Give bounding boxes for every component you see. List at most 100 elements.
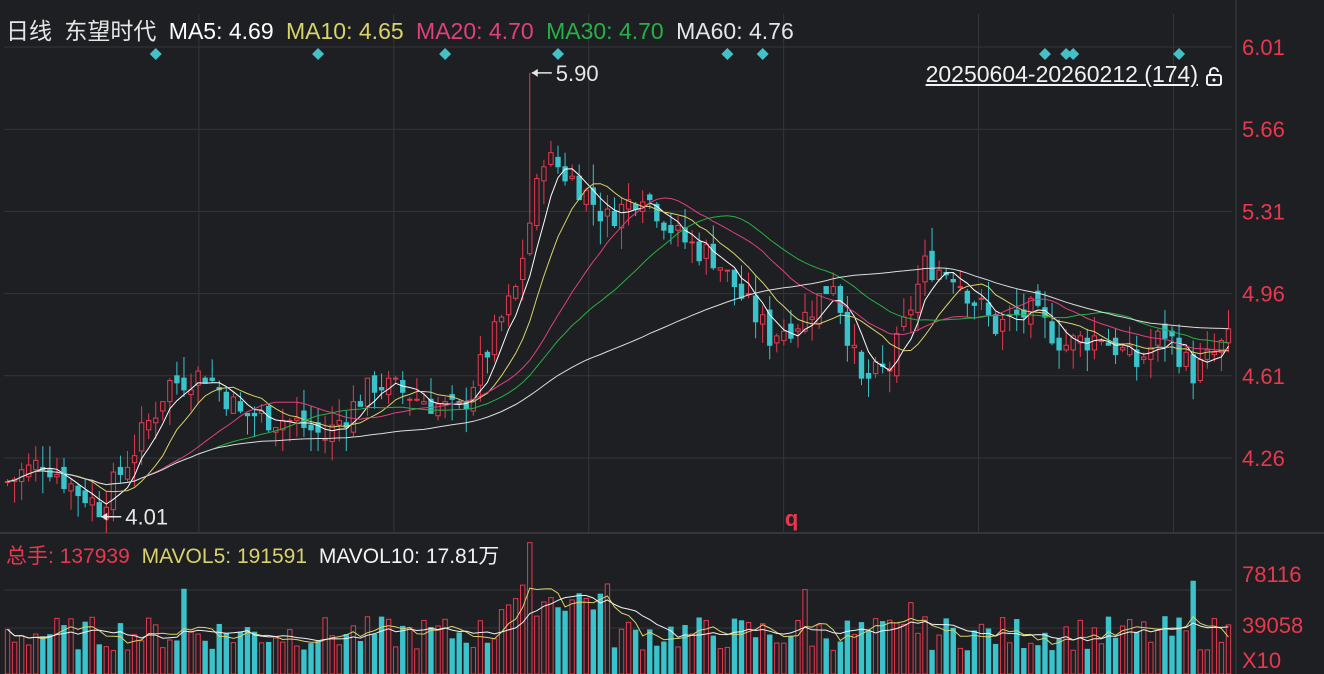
candle-body[interactable]	[654, 203, 660, 222]
candle-body[interactable]	[244, 412, 251, 417]
volume-bar[interactable]	[1134, 631, 1140, 674]
volume-bar[interactable]	[237, 631, 244, 674]
volume-bar[interactable]	[301, 649, 307, 674]
volume-bar[interactable]	[68, 618, 74, 674]
volume-bar[interactable]	[1105, 616, 1112, 674]
candle-body[interactable]	[463, 401, 469, 410]
volume-bar[interactable]	[767, 634, 773, 674]
volume-bar[interactable]	[724, 646, 731, 674]
candle-body[interactable]	[774, 335, 780, 344]
signal-diamond-icon[interactable]	[721, 48, 734, 60]
signal-diamond-icon[interactable]	[439, 48, 452, 60]
candle-body[interactable]	[978, 297, 985, 300]
volume-bar[interactable]	[393, 646, 399, 674]
candle-body[interactable]	[393, 377, 399, 380]
volume-bar[interactable]	[407, 627, 413, 674]
volume-bar[interactable]	[1225, 624, 1232, 674]
candle-body[interactable]	[336, 419, 342, 426]
volume-bar[interactable]	[230, 642, 237, 674]
volume-bar[interactable]	[640, 649, 646, 674]
date-range-label[interactable]: 20250604-20260212 (174)	[925, 61, 1198, 87]
volume-bar[interactable]	[774, 642, 780, 674]
candle-body[interactable]	[675, 224, 681, 231]
volume-bar[interactable]	[597, 593, 604, 674]
volume-bar[interactable]	[1014, 619, 1020, 674]
volume-bar[interactable]	[661, 641, 667, 674]
signal-diamond-icon[interactable]	[1067, 48, 1080, 60]
volume-bar[interactable]	[583, 598, 589, 674]
volume-bar[interactable]	[265, 641, 272, 674]
candle-body[interactable]	[957, 286, 963, 289]
candle-body[interactable]	[385, 377, 392, 396]
volume-bar[interactable]	[618, 628, 625, 674]
candle-body[interactable]	[717, 267, 724, 271]
candle-body[interactable]	[541, 166, 547, 182]
candle-body[interactable]	[1112, 337, 1119, 356]
volume-bar[interactable]	[738, 620, 745, 674]
candle-body[interactable]	[604, 208, 611, 217]
candle-body[interactable]	[47, 469, 53, 478]
candle-body[interactable]	[26, 464, 32, 478]
volume-bar[interactable]	[717, 648, 724, 674]
volume-bar[interactable]	[668, 626, 674, 674]
volume-bar[interactable]	[1197, 649, 1203, 674]
volume-bar[interactable]	[985, 628, 992, 674]
candle-body[interactable]	[18, 469, 25, 482]
candle-body[interactable]	[202, 377, 208, 384]
volume-bar[interactable]	[541, 601, 547, 674]
candle-body[interactable]	[534, 178, 540, 226]
volume-bar[interactable]	[1091, 627, 1098, 674]
volume-bar[interactable]	[1070, 649, 1076, 674]
volume-bar[interactable]	[4, 628, 11, 674]
candle-body[interactable]	[68, 483, 74, 492]
volume-bar[interactable]	[167, 639, 173, 674]
volume-bar[interactable]	[1141, 621, 1147, 674]
volume-bar[interactable]	[470, 646, 477, 674]
candle-body[interactable]	[131, 455, 138, 464]
volume-bar[interactable]	[315, 641, 321, 674]
signal-diamond-icon[interactable]	[149, 48, 162, 60]
volume-bar[interactable]	[682, 625, 688, 674]
volume-bar[interactable]	[1211, 618, 1218, 674]
volume-bar[interactable]	[1021, 647, 1027, 674]
volume-bar[interactable]	[364, 616, 371, 674]
candle-body[interactable]	[1119, 347, 1126, 351]
volume-bar[interactable]	[816, 624, 822, 674]
volume-bar[interactable]	[258, 642, 265, 674]
candle-body[interactable]	[1105, 342, 1112, 346]
candle-body[interactable]	[971, 302, 978, 306]
candle-body[interactable]	[407, 398, 413, 401]
volume-bar[interactable]	[188, 631, 194, 674]
candle-body[interactable]	[703, 243, 709, 259]
candle-body[interactable]	[590, 187, 596, 205]
volume-bar[interactable]	[795, 620, 801, 674]
volume-bar[interactable]	[1063, 626, 1069, 674]
candle-body[interactable]	[1211, 351, 1218, 356]
signal-diamond-icon[interactable]	[1060, 48, 1073, 60]
candle-body[interactable]	[865, 372, 872, 379]
candle-body[interactable]	[894, 333, 900, 377]
candle-body[interactable]	[1141, 356, 1147, 360]
candle-body[interactable]	[1056, 337, 1062, 351]
candle-body[interactable]	[1225, 328, 1232, 344]
volume-bar[interactable]	[527, 542, 533, 674]
candle-body[interactable]	[82, 490, 88, 504]
volume-bar[interactable]	[590, 609, 596, 674]
volume-bar[interactable]	[759, 623, 766, 674]
candle-body[interactable]	[1204, 349, 1210, 360]
volume-bar[interactable]	[26, 644, 32, 674]
candle-body[interactable]	[752, 295, 759, 323]
volume-bar[interactable]	[1190, 580, 1196, 674]
volume-bar[interactable]	[837, 641, 843, 674]
candle-body[interactable]	[1218, 340, 1225, 353]
candle-body[interactable]	[583, 189, 589, 205]
volume-bar[interactable]	[901, 623, 907, 674]
candle-body[interactable]	[830, 286, 836, 295]
volume-bar[interactable]	[244, 627, 251, 674]
candle-body[interactable]	[350, 401, 357, 433]
volume-bar[interactable]	[40, 636, 46, 674]
volume-bar[interactable]	[251, 631, 258, 674]
volume-bar[interactable]	[117, 623, 124, 674]
volume-bar[interactable]	[865, 630, 872, 674]
volume-bar[interactable]	[131, 634, 138, 674]
